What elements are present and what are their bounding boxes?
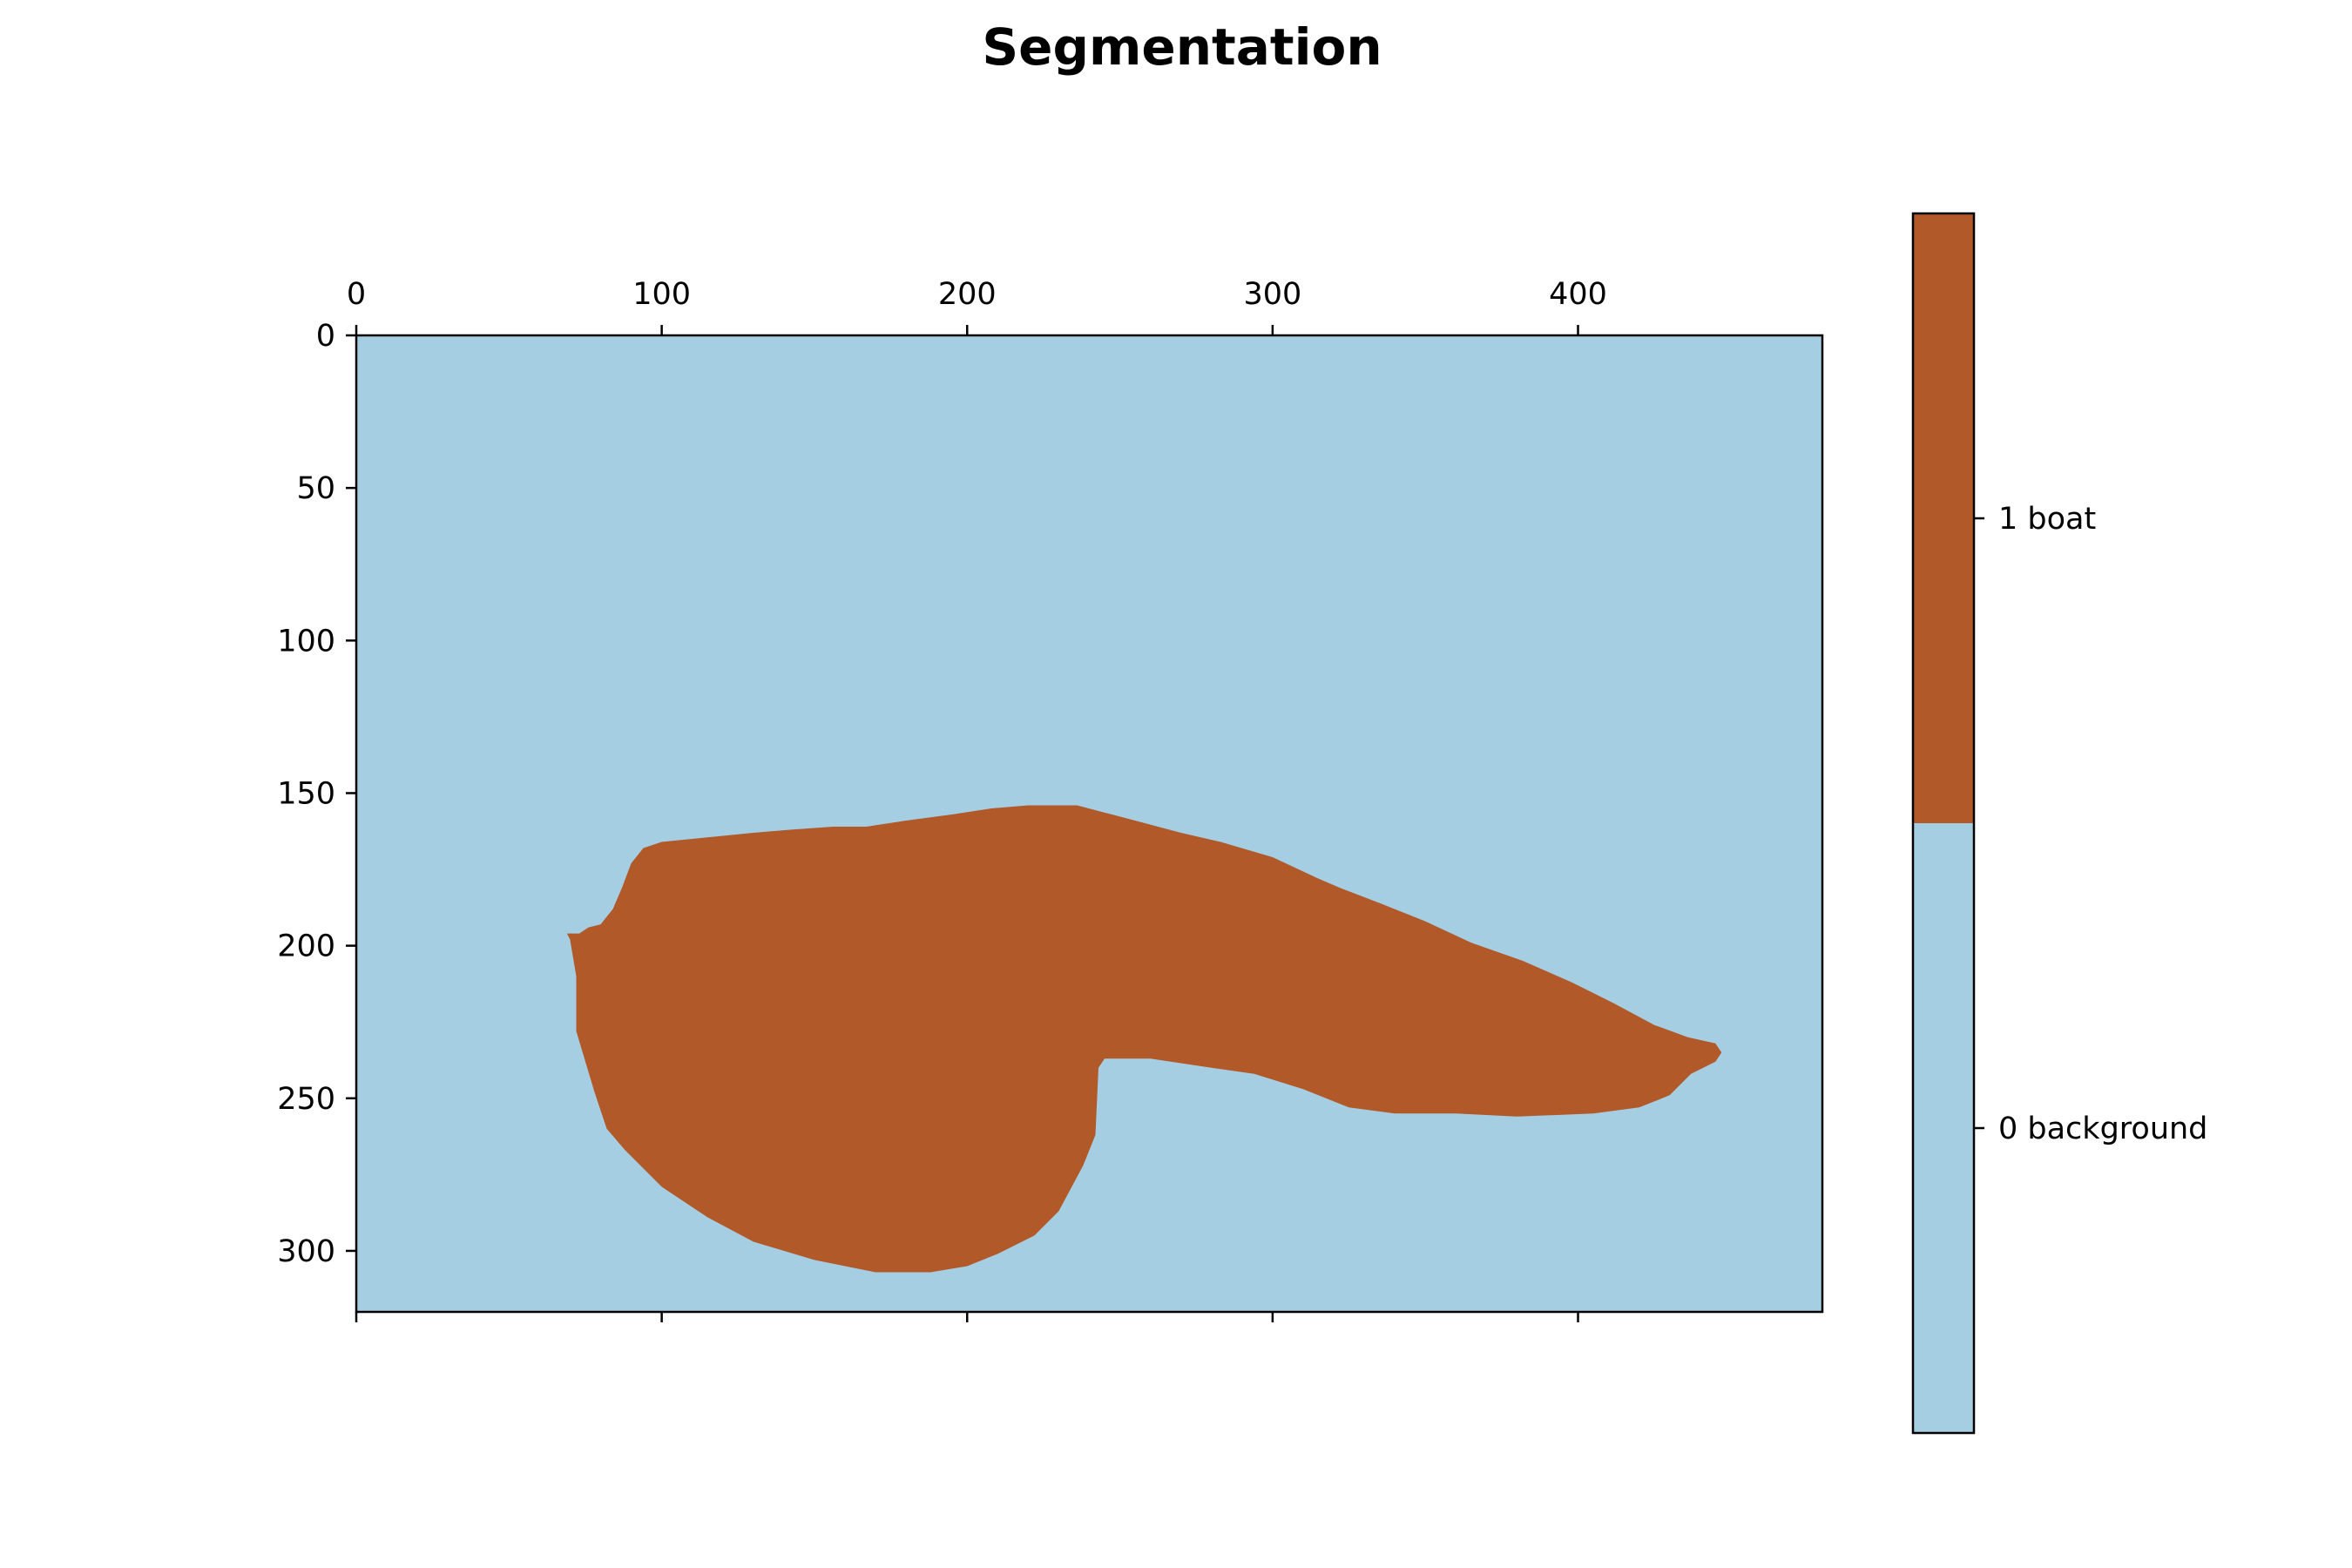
plot-area	[355, 334, 1824, 1314]
colorbar-segment	[1913, 823, 1974, 1433]
x-tick-label: 200	[938, 277, 997, 312]
y-tick-label: 200	[277, 929, 335, 964]
x-axis-bottom	[355, 1312, 1579, 1322]
plot-frame	[355, 334, 1824, 1314]
colorbar-frame	[1911, 212, 1976, 1435]
x-tick-label: 0	[347, 277, 366, 312]
boat-region	[566, 805, 1722, 1273]
y-tick-label: 50	[296, 471, 335, 506]
y-tick-label: 150	[277, 776, 335, 811]
y-tick-label: 250	[277, 1082, 335, 1117]
colorbar-label: 1 boat	[1998, 502, 2096, 537]
x-axis-top: 0 100 200 300 400	[347, 277, 1607, 335]
colorbar-label: 0 background	[1998, 1112, 2207, 1146]
y-axis-left: 0 50 100 150 200 250 300	[277, 319, 356, 1269]
x-tick-label: 100	[632, 277, 691, 312]
y-tick-label: 0	[316, 319, 335, 354]
y-tick-label: 300	[277, 1234, 335, 1269]
colorbar: 0 background 1 boat	[1911, 212, 2207, 1435]
x-tick-label: 400	[1549, 277, 1607, 312]
y-tick-label: 100	[277, 624, 335, 659]
chart-title: Segmentation	[982, 17, 1382, 77]
colorbar-segment	[1913, 213, 1974, 823]
x-tick-label: 300	[1243, 277, 1301, 312]
